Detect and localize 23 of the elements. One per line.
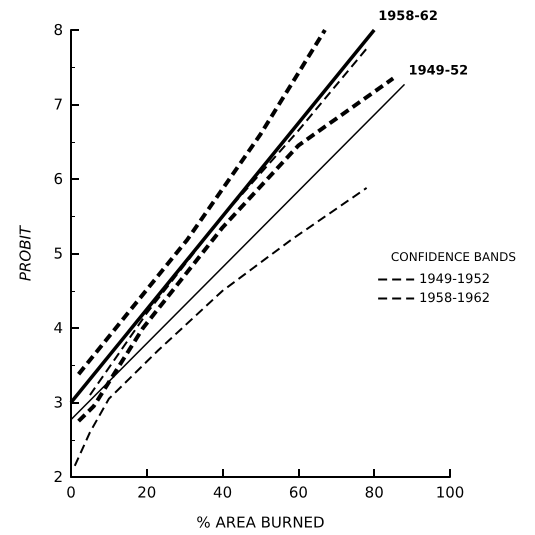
legend-label: 1949-1952 xyxy=(419,272,490,287)
y-tick-label: 6 xyxy=(53,170,63,188)
annotation: 1949-52 xyxy=(408,63,468,78)
x-tick-label: 80 xyxy=(364,484,384,502)
y-tick-label: 7 xyxy=(53,96,63,114)
y-tick-label: 8 xyxy=(53,21,63,39)
y-tick-label: 2 xyxy=(53,468,63,486)
y-axis-title: PROBIT xyxy=(16,224,34,282)
x-tick-label: 100 xyxy=(436,484,464,502)
line-series xyxy=(74,186,368,467)
x-tick-label: 60 xyxy=(288,484,308,502)
x-axis-title: % AREA BURNED xyxy=(196,514,325,532)
x-tick-label: 40 xyxy=(213,484,232,502)
x-tick-label: 20 xyxy=(137,484,156,502)
x-tick-label: 0 xyxy=(66,484,76,502)
line-series xyxy=(76,28,327,376)
line-series xyxy=(88,48,368,396)
legend-title: CONFIDENCE BANDS xyxy=(390,250,516,264)
y-tick-label: 3 xyxy=(53,394,63,412)
y-tick-label: 4 xyxy=(53,319,63,337)
y-tick-label: 5 xyxy=(53,244,63,262)
legend-label: 1958-1962 xyxy=(419,291,490,306)
annotation: 1958-62 xyxy=(378,9,438,24)
